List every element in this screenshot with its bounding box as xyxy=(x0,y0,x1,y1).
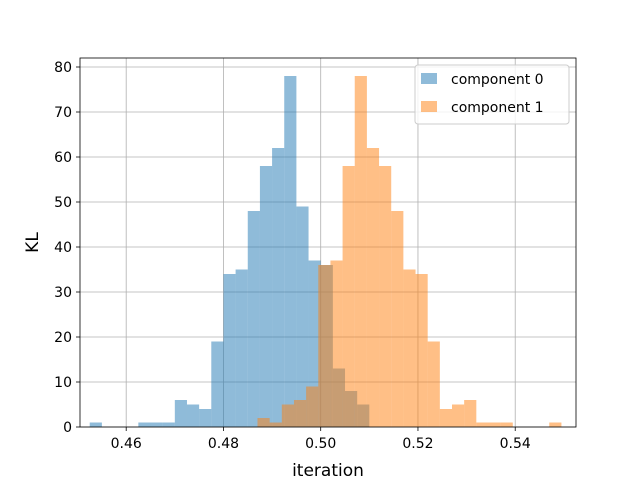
bar-component-0 xyxy=(296,206,309,427)
bar-component-0 xyxy=(199,409,212,427)
bar-component-0 xyxy=(247,211,260,427)
legend-label-component-0: component 0 xyxy=(451,72,544,88)
y-tick-label: 80 xyxy=(54,60,72,76)
bar-component-0 xyxy=(211,341,224,427)
bar-component-0 xyxy=(174,400,187,427)
y-tick-label: 50 xyxy=(54,195,72,211)
bar-component-0 xyxy=(235,269,248,427)
y-tick-label: 60 xyxy=(54,150,72,166)
bar-component-0 xyxy=(284,76,297,427)
bar-component-1 xyxy=(403,269,416,427)
bar-component-0 xyxy=(186,404,200,427)
legend-swatch-component-0 xyxy=(421,73,437,84)
grid-lines xyxy=(80,58,576,428)
bar-component-1 xyxy=(330,260,343,427)
bar-component-1 xyxy=(306,386,319,427)
y-axis-label: KL xyxy=(23,232,43,253)
bar-component-1 xyxy=(439,409,452,427)
bar-component-1 xyxy=(415,274,428,427)
bar-component-0 xyxy=(308,260,321,427)
bar-component-0 xyxy=(89,422,102,427)
y-tick-label: 30 xyxy=(54,285,72,301)
y-tick-label: 40 xyxy=(54,240,72,256)
x-tick-label: 0.54 xyxy=(500,436,531,452)
bar-component-1 xyxy=(269,422,282,427)
bar-component-0 xyxy=(162,422,175,427)
x-tick-label: 0.48 xyxy=(208,436,239,452)
x-tick-label: 0.52 xyxy=(402,436,433,452)
legend-box xyxy=(414,64,570,125)
bar-component-1 xyxy=(257,418,270,427)
bar-component-1 xyxy=(318,265,331,427)
y-tick-label: 20 xyxy=(54,330,72,346)
bar-component-1 xyxy=(366,148,380,427)
bar-component-1 xyxy=(549,422,562,427)
bar-component-1 xyxy=(476,422,489,427)
y-tick-label: 10 xyxy=(54,375,72,391)
y-tick-label: 70 xyxy=(54,105,72,121)
y-axis-ticks: 0 10 20 30 40 50 60 70 80 xyxy=(54,60,80,436)
x-tick-label: 0.46 xyxy=(111,436,142,452)
bar-component-0 xyxy=(223,274,236,427)
bar-component-1 xyxy=(281,404,294,427)
histogram-bars xyxy=(89,76,562,427)
bar-component-1 xyxy=(464,400,477,427)
y-tick-label: 0 xyxy=(63,420,72,436)
bar-component-1 xyxy=(427,341,440,427)
bar-component-0 xyxy=(259,166,273,427)
x-tick-label: 0.50 xyxy=(305,436,336,452)
bar-component-0 xyxy=(138,422,151,427)
x-axis-ticks: 0.46 0.48 0.50 0.52 0.54 xyxy=(111,427,531,452)
legend: component 0 component 1 xyxy=(414,64,570,125)
plot-frame xyxy=(79,57,577,428)
legend-label-component-1: component 1 xyxy=(451,100,544,116)
bar-component-1 xyxy=(452,404,465,427)
bar-component-1 xyxy=(379,166,392,427)
bar-component-1 xyxy=(391,211,404,427)
bar-component-1 xyxy=(293,400,307,427)
bar-component-1 xyxy=(354,76,367,427)
legend-swatch-component-1 xyxy=(421,101,437,112)
bar-component-1 xyxy=(342,166,355,427)
bar-component-0 xyxy=(150,422,163,427)
bar-component-0 xyxy=(272,148,285,427)
x-axis-label: iteration xyxy=(292,461,364,480)
bar-component-1 xyxy=(488,422,501,427)
bar-component-1 xyxy=(500,422,513,427)
